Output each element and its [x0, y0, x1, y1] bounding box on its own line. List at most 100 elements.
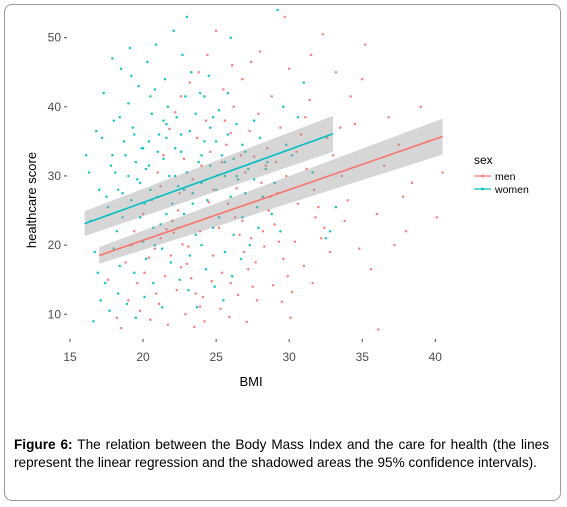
- point-women-101: [116, 292, 120, 295]
- point-men-87: [228, 315, 231, 319]
- point-men-80: [166, 323, 170, 326]
- legend-item-men: men: [474, 171, 516, 183]
- point-men-151: [387, 115, 390, 119]
- point-men-98: [141, 212, 145, 216]
- point-women-65: [128, 46, 132, 50]
- point-men-62: [188, 81, 192, 84]
- point-men-67: [232, 105, 235, 109]
- x-tick-label-25: 25: [209, 350, 223, 364]
- point-men-144: [154, 292, 158, 295]
- point-women-150: [133, 271, 136, 275]
- point-men-7: [165, 227, 168, 231]
- point-women-109: [112, 247, 116, 250]
- point-women-132: [149, 95, 152, 98]
- points-layer: [84, 8, 444, 331]
- point-men-49: [369, 268, 373, 271]
- point-women-8: [112, 119, 116, 122]
- legend-label-men: men: [495, 171, 516, 183]
- point-women-17: [138, 216, 142, 219]
- point-men-38: [304, 115, 307, 119]
- point-women-20: [147, 140, 151, 143]
- point-men-33: [282, 257, 285, 261]
- point-women-54: [258, 136, 262, 140]
- point-women-4: [100, 136, 104, 140]
- point-women-12: [124, 153, 127, 157]
- point-men-152: [404, 230, 408, 233]
- point-men-145: [163, 274, 167, 278]
- point-men-130: [248, 129, 251, 133]
- point-women-6: [106, 205, 110, 209]
- point-women-40: [206, 198, 209, 202]
- point-men-112: [267, 209, 270, 212]
- point-men-105: [209, 150, 212, 154]
- point-men-54: [410, 181, 414, 185]
- point-men-72: [279, 126, 282, 129]
- regression-lines: [84, 133, 443, 257]
- point-men-136: [179, 265, 183, 269]
- scatter-chart: 15 20 25 30 35 40 10 20 30 40 50 BMI healthcare sc…: [24, 8, 529, 389]
- point-men-44: [334, 70, 338, 74]
- point-men-32: [277, 240, 281, 243]
- point-women-119: [200, 153, 203, 157]
- point-men-115: [293, 240, 297, 243]
- legend-title: sex: [474, 153, 493, 167]
- point-women-138: [194, 112, 197, 115]
- point-women-29: [173, 147, 177, 150]
- x-tick-label-30: 30: [283, 350, 297, 364]
- point-men-85: [210, 279, 213, 283]
- point-women-102: [125, 302, 129, 306]
- point-women-11: [121, 191, 124, 195]
- point-women-88: [169, 261, 173, 264]
- point-women-30: [176, 185, 180, 188]
- point-men-6: [159, 236, 162, 240]
- point-women-100: [108, 309, 111, 313]
- point-men-26: [251, 285, 254, 288]
- point-women-49: [232, 157, 235, 160]
- point-men-82: [184, 313, 187, 316]
- point-women-59: [302, 81, 306, 84]
- point-women-52: [247, 167, 250, 171]
- point-men-66: [223, 119, 227, 122]
- point-men-84: [201, 295, 205, 299]
- point-men-78: [149, 318, 152, 322]
- x-axis-label: BMI: [239, 374, 262, 389]
- point-men-86: [219, 307, 222, 310]
- point-men-15: [203, 319, 206, 323]
- point-women-135: [141, 147, 145, 150]
- point-women-152: [153, 243, 157, 247]
- y-tick-label-20: 20: [48, 238, 62, 252]
- ci-band-women: [84, 115, 334, 237]
- point-men-137: [187, 245, 190, 248]
- figure-frame: [4, 4, 561, 501]
- point-men-57: [156, 171, 159, 174]
- point-men-93: [280, 300, 284, 304]
- point-men-36: [295, 150, 298, 154]
- point-men-88: [236, 293, 240, 297]
- point-women-105: [152, 281, 155, 285]
- point-women-131: [229, 36, 232, 39]
- point-women-115: [165, 136, 168, 140]
- point-men-96: [124, 261, 127, 264]
- point-women-34: [188, 129, 192, 133]
- point-men-108: [235, 187, 238, 190]
- point-women-95: [230, 274, 234, 278]
- point-women-86: [152, 226, 155, 230]
- point-men-109: [244, 171, 247, 174]
- point-women-96: [239, 257, 243, 261]
- point-women-77: [149, 188, 152, 192]
- point-men-42: [323, 226, 326, 230]
- point-men-147: [119, 326, 123, 330]
- point-men-35: [290, 290, 294, 294]
- point-men-73: [287, 67, 291, 71]
- point-men-89: [245, 320, 249, 324]
- point-women-73: [198, 91, 202, 95]
- regression-line-men: [98, 135, 443, 257]
- point-men-106: [217, 226, 221, 230]
- point-women-136: [162, 119, 165, 122]
- point-women-120: [209, 126, 212, 129]
- point-men-58: [162, 153, 165, 157]
- point-women-15: [133, 133, 136, 136]
- point-men-59: [168, 127, 171, 131]
- point-women-10: [118, 264, 121, 268]
- point-women-123: [235, 122, 238, 126]
